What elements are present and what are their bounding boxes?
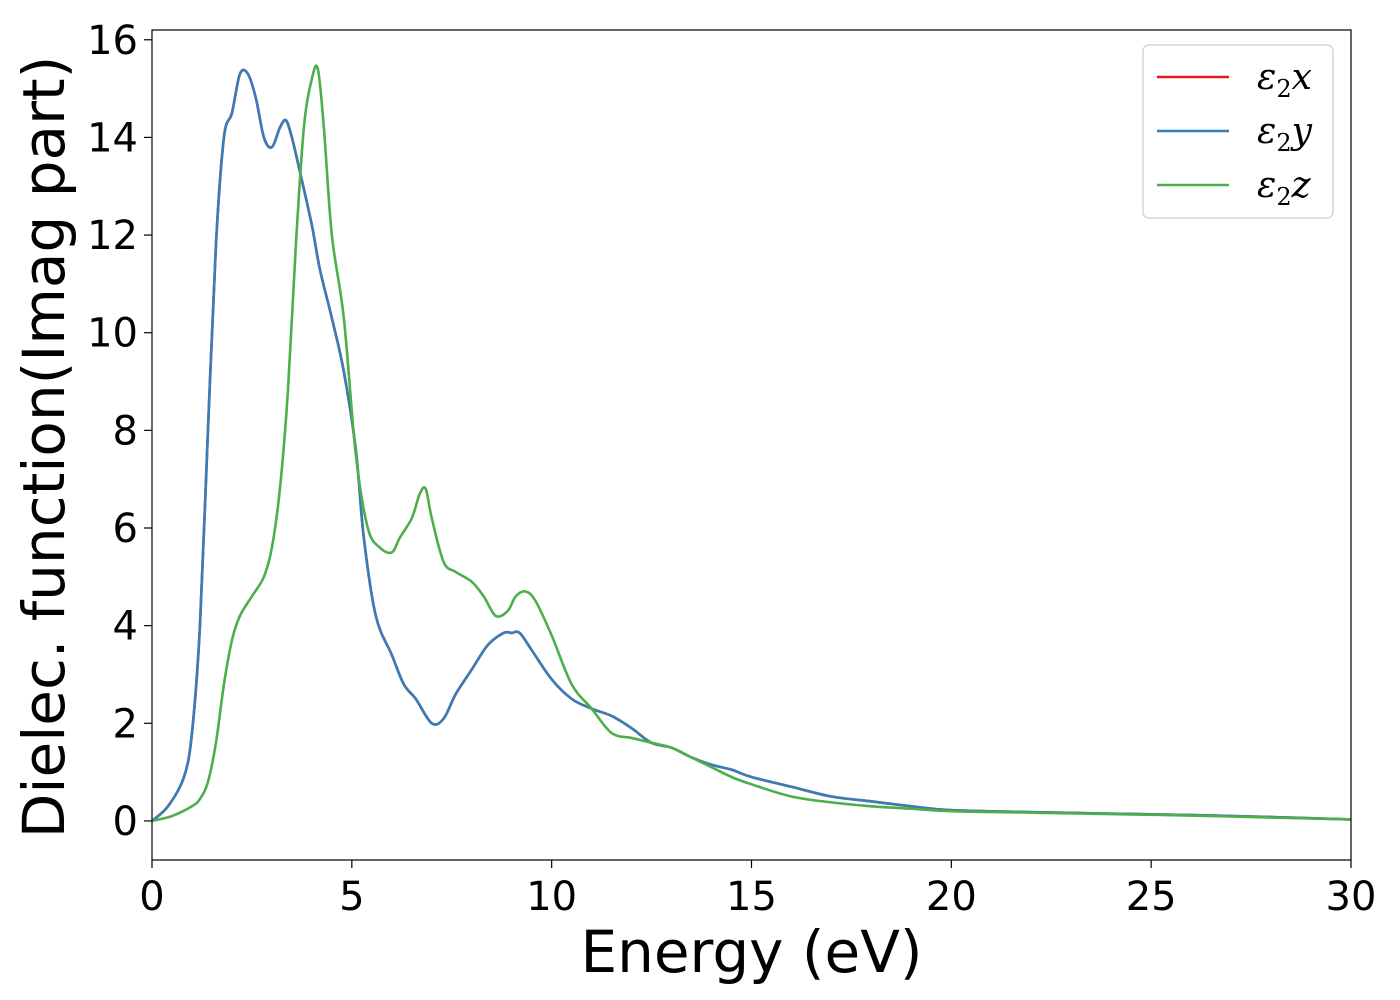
x-tick-label: 25 <box>1126 874 1177 920</box>
legend-symbol: ε <box>1257 57 1276 98</box>
legend-subscript: 2 <box>1276 183 1291 211</box>
y-tick-label: 10 <box>87 311 138 357</box>
series-line-z <box>152 64 1351 823</box>
x-tick-label: 30 <box>1326 874 1377 920</box>
y-tick-label: 6 <box>113 506 138 552</box>
x-tick-label: 10 <box>526 874 577 920</box>
legend-label-x: ε2x <box>1257 57 1312 103</box>
legend-box <box>1142 44 1334 219</box>
y-axis-label: Dielec. function(Imag part) <box>10 56 78 839</box>
legend-suffix: x <box>1292 57 1312 98</box>
x-tick-label: 20 <box>926 874 977 920</box>
y-tick-label: 14 <box>87 115 138 161</box>
y-tick-label: 4 <box>113 604 138 650</box>
x-axis-label: Energy (eV) <box>580 918 922 986</box>
legend-suffix: z <box>1291 165 1312 206</box>
y-tick-label: 12 <box>87 213 138 259</box>
y-tick-label: 2 <box>113 701 138 747</box>
legend-suffix: y <box>1290 111 1313 152</box>
y-tick-label: 0 <box>113 799 138 845</box>
y-tick-label: 16 <box>87 18 138 64</box>
legend-label-y: ε2y <box>1257 111 1313 157</box>
legend-label-z: ε2z <box>1257 165 1312 211</box>
series-line-y <box>152 68 1351 823</box>
x-tick-label: 15 <box>726 874 777 920</box>
legend-subscript: 2 <box>1276 75 1291 103</box>
legend-symbol: ε <box>1257 111 1276 152</box>
series-lines <box>152 64 1351 823</box>
axis-ticks: 0 5 10 15 20 25 30 0 2 4 6 8 10 12 14 16 <box>87 18 1376 920</box>
legend-symbol: ε <box>1257 165 1276 206</box>
y-tick-label: 8 <box>113 408 138 454</box>
x-tick-label: 5 <box>339 874 364 920</box>
x-tick-label: 0 <box>139 874 164 920</box>
legend-subscript: 2 <box>1276 129 1291 157</box>
